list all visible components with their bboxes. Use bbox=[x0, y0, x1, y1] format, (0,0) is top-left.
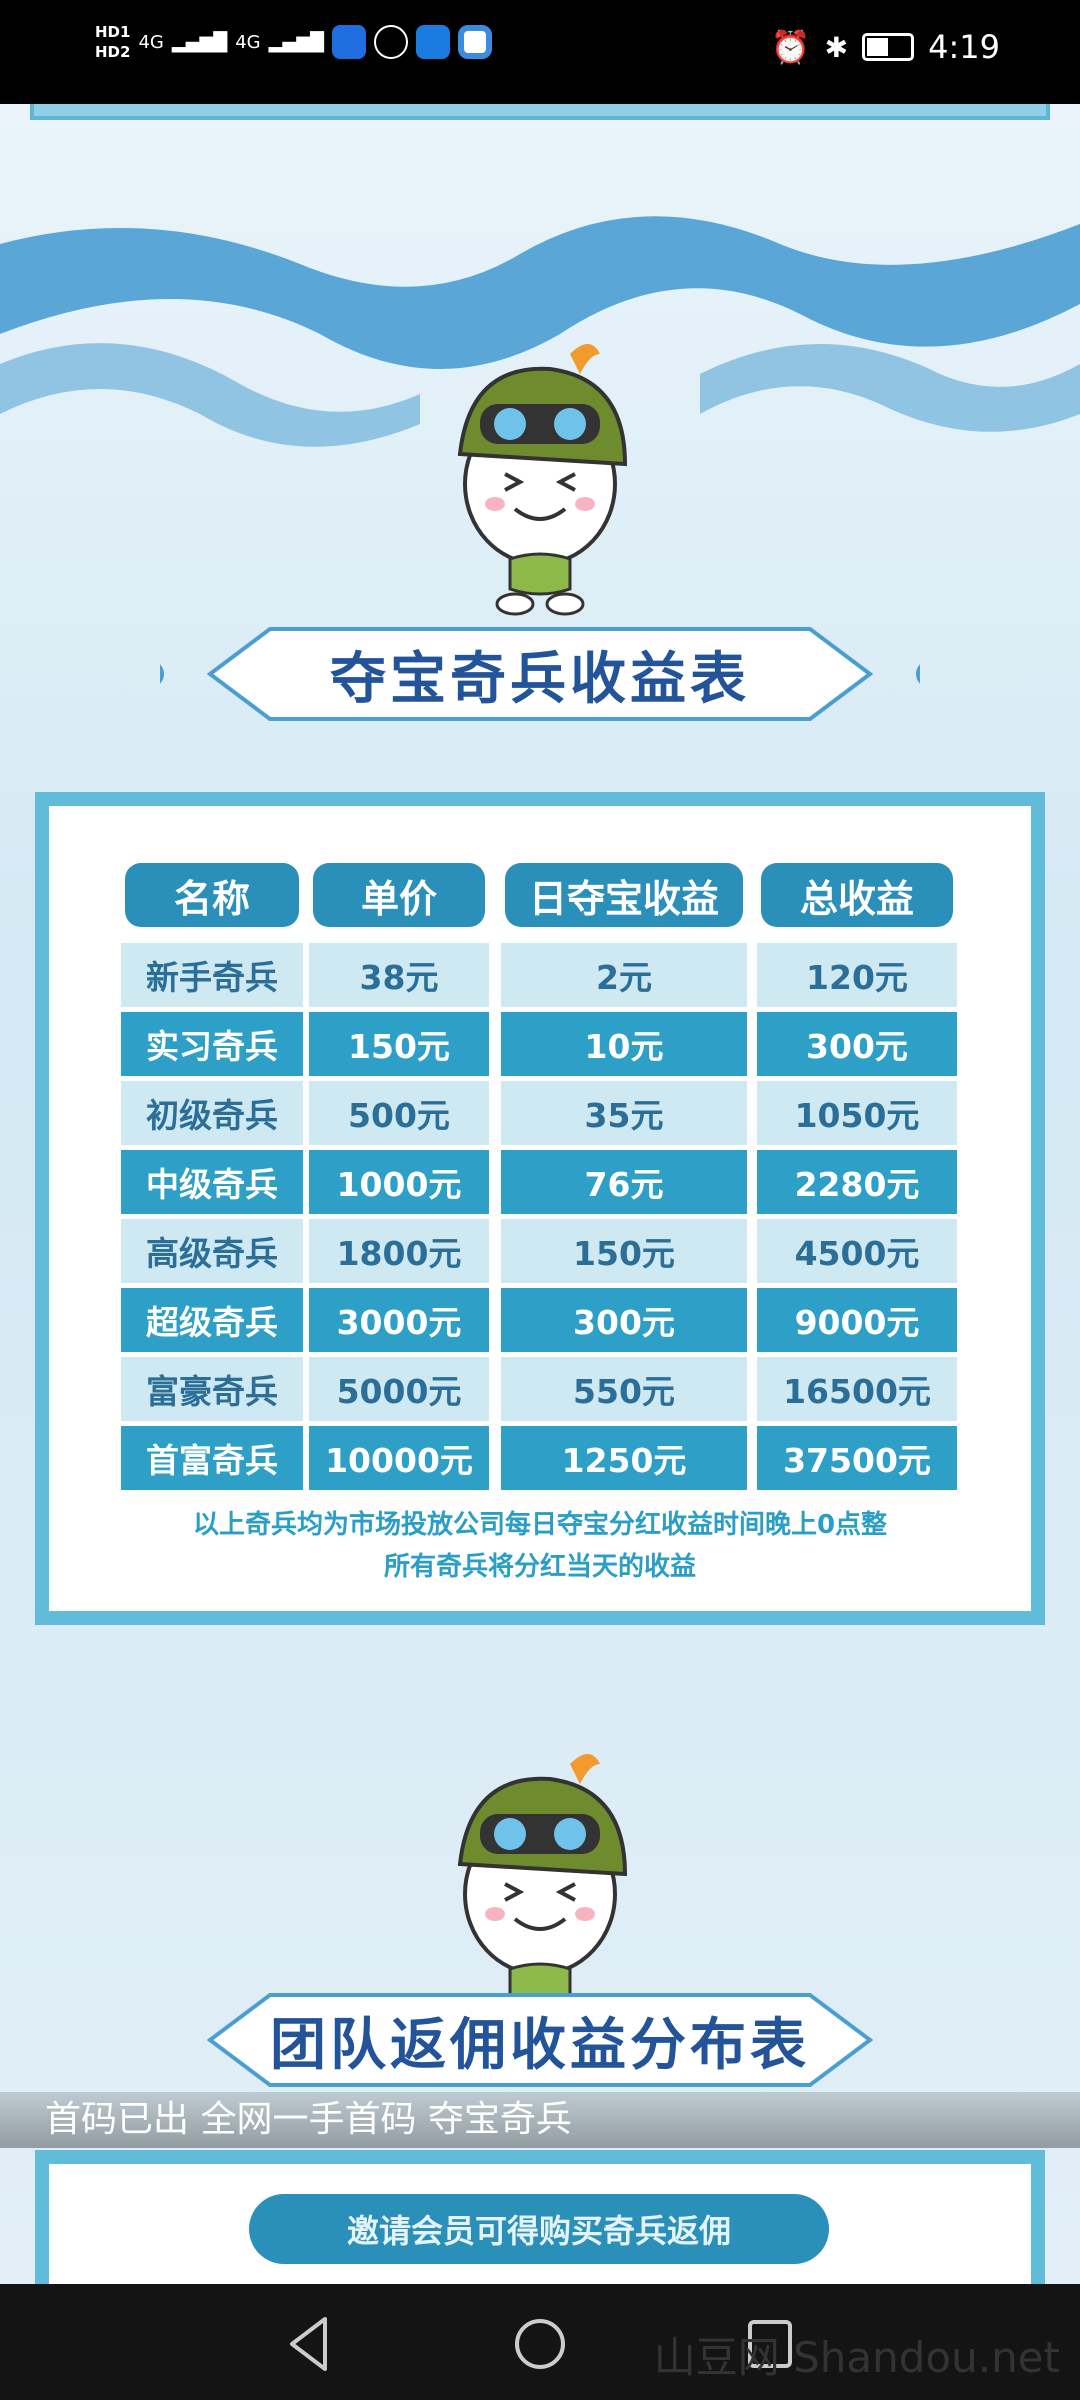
status-bar: HD1 HD2 4G ▂▄▆█ 4G ▂▄▆█ ⏰ ✱ 4:19 bbox=[0, 0, 1080, 104]
wave-decoration bbox=[0, 216, 1080, 447]
section-title: 团队返佣收益分布表 bbox=[270, 2012, 810, 2078]
earnings-table-panel: 名称 单价 日夺宝收益 总收益 新手奇兵 38元 2元 120元 实习奇兵 150元 10元 300元… bbox=[35, 792, 1045, 1625]
table-cell: 1250元 bbox=[501, 1426, 747, 1490]
table-cell: 37500元 bbox=[757, 1426, 957, 1490]
table-cell: 5000元 bbox=[309, 1357, 489, 1421]
wechat-icon bbox=[374, 25, 409, 59]
table-row: 超级奇兵 3000元 300元 9000元 bbox=[49, 1288, 1031, 1352]
sim1-label: HD1 bbox=[95, 23, 131, 41]
table-cell: 2280元 bbox=[757, 1150, 957, 1214]
top-frame bbox=[30, 104, 1050, 120]
table-row: 富豪奇兵 5000元 550元 16500元 bbox=[49, 1357, 1031, 1421]
table-cell: 1050元 bbox=[757, 1081, 957, 1145]
table-cell: 初级奇兵 bbox=[121, 1081, 303, 1145]
page-content[interactable]: 夺宝奇兵收益表 名称 单价 日夺宝收益 总收益 新手奇兵 38元 2元 120元 实习奇兵 150… bbox=[0, 104, 1080, 2350]
caption-shade bbox=[0, 2092, 1080, 2148]
table-cell: 300元 bbox=[757, 1012, 957, 1076]
section-title-banner: 夺宝奇兵收益表 bbox=[160, 624, 920, 724]
watermark: 山豆网 Shandou.net bbox=[653, 2333, 1060, 2382]
table-row: 初级奇兵 500元 35元 1050元 bbox=[49, 1081, 1031, 1145]
mascot-illustration bbox=[457, 1754, 628, 2026]
home-button[interactable] bbox=[510, 2314, 570, 2374]
dingtalk-icon bbox=[416, 25, 451, 59]
table-row: 首富奇兵 10000元 1250元 37500元 bbox=[49, 1426, 1031, 1490]
table-cell: 500元 bbox=[309, 1081, 489, 1145]
column-header: 日夺宝收益 bbox=[505, 863, 743, 927]
table-cell: 中级奇兵 bbox=[121, 1150, 303, 1214]
table-cell: 高级奇兵 bbox=[121, 1219, 303, 1283]
table-cell: 16500元 bbox=[757, 1357, 957, 1421]
clock: 4:19 bbox=[928, 28, 1000, 66]
invite-pill: 邀请会员可得购买奇兵返佣 bbox=[249, 2194, 829, 2264]
table-row: 中级奇兵 1000元 76元 2280元 bbox=[49, 1150, 1031, 1214]
mascot-illustration bbox=[457, 344, 628, 616]
table-cell: 超级奇兵 bbox=[121, 1288, 303, 1352]
network1-label: 4G bbox=[138, 31, 164, 53]
table-cell: 38元 bbox=[309, 943, 489, 1007]
column-header: 名称 bbox=[125, 863, 299, 927]
table-cell: 1000元 bbox=[309, 1150, 489, 1214]
back-button[interactable] bbox=[280, 2314, 340, 2374]
signal-icon: ▂▄▆█ bbox=[171, 31, 228, 53]
table-cell: 9000元 bbox=[757, 1288, 957, 1352]
section-title-banner: 团队返佣收益分布表 bbox=[160, 1990, 920, 2090]
recents-button[interactable] bbox=[740, 2314, 800, 2374]
video-caption: 首码已出 全网一手首码 夺宝奇兵 bbox=[45, 2099, 572, 2140]
table-cell: 76元 bbox=[501, 1150, 747, 1214]
battery-icon bbox=[862, 33, 915, 61]
table-cell: 550元 bbox=[501, 1357, 747, 1421]
bulb-app-icon bbox=[332, 25, 367, 59]
table-cell: 10元 bbox=[501, 1012, 747, 1076]
table-note-line2: 所有奇兵将分红当天的收益 bbox=[383, 1552, 696, 1582]
table-cell: 35元 bbox=[501, 1081, 747, 1145]
signal-icon: ▂▄▆█ bbox=[268, 31, 325, 53]
table-cell: 富豪奇兵 bbox=[121, 1357, 303, 1421]
table-note-line1: 以上奇兵均为市场投放公司每日夺宝分红收益时间晚上0点整 bbox=[192, 1510, 888, 1540]
section-title: 夺宝奇兵收益表 bbox=[330, 646, 750, 712]
bluetooth-icon: ✱ bbox=[824, 30, 849, 64]
table-row: 新手奇兵 38元 2元 120元 bbox=[49, 943, 1031, 1007]
table-cell: 实习奇兵 bbox=[121, 1012, 303, 1076]
table-cell: 1800元 bbox=[309, 1219, 489, 1283]
alarm-icon: ⏰ bbox=[770, 28, 811, 66]
table-cell: 10000元 bbox=[309, 1426, 489, 1490]
table-row: 实习奇兵 150元 10元 300元 bbox=[49, 1012, 1031, 1076]
table-cell: 2元 bbox=[501, 943, 747, 1007]
browser-icon bbox=[458, 25, 493, 59]
navigation-bar: 山豆网 Shandou.net bbox=[0, 2284, 1080, 2400]
table-cell: 150元 bbox=[501, 1219, 747, 1283]
table-cell: 3000元 bbox=[309, 1288, 489, 1352]
column-header: 总收益 bbox=[761, 863, 953, 927]
network2-label: 4G bbox=[235, 31, 261, 53]
column-header: 单价 bbox=[313, 863, 485, 927]
table-cell: 4500元 bbox=[757, 1219, 957, 1283]
table-cell: 120元 bbox=[757, 943, 957, 1007]
table-cell: 首富奇兵 bbox=[121, 1426, 303, 1490]
sim2-label: HD2 bbox=[95, 43, 131, 61]
table-cell: 150元 bbox=[309, 1012, 489, 1076]
table-row: 高级奇兵 1800元 150元 4500元 bbox=[49, 1219, 1031, 1283]
table-cell: 新手奇兵 bbox=[121, 943, 303, 1007]
table-cell: 300元 bbox=[501, 1288, 747, 1352]
